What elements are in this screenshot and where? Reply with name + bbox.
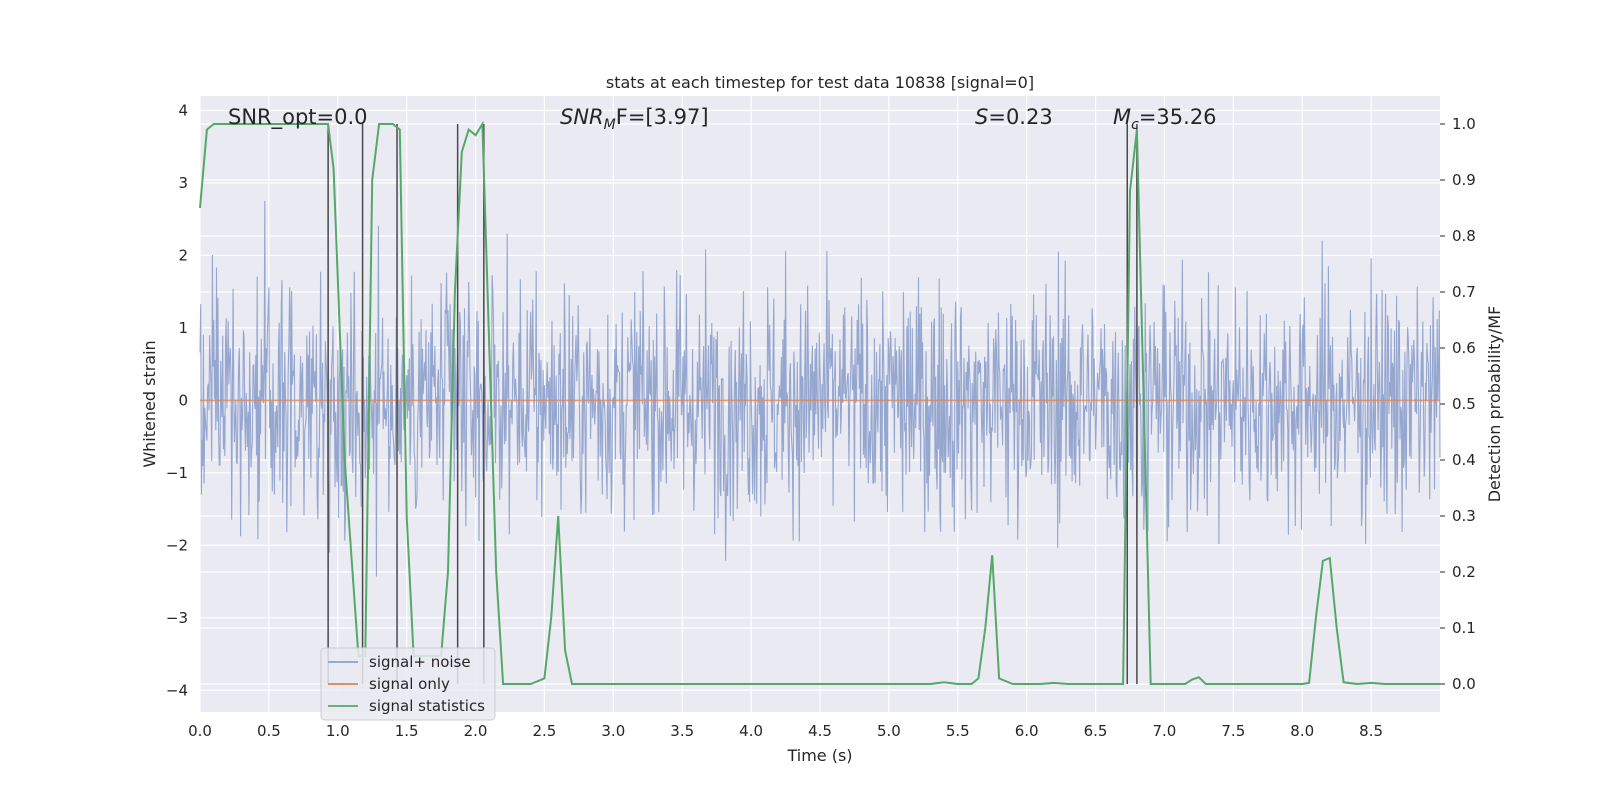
y2-tick-label: 0.3 <box>1452 507 1476 525</box>
annotation-snr-opt: SNR_opt=0.0 <box>228 105 368 130</box>
x-tick-label: 8.0 <box>1290 722 1314 740</box>
x-tick-label: 6.0 <box>1015 722 1039 740</box>
annotation-mc-rest: =35.26 <box>1139 105 1217 129</box>
x-tick-label: 0.5 <box>257 722 281 740</box>
y2-tick-label: 0.7 <box>1452 283 1476 301</box>
annotation-mc: Mc=35.26 <box>1113 105 1217 133</box>
x-tick-label: 4.0 <box>739 722 763 740</box>
legend-label-signal-noise: signal+ noise <box>369 653 471 671</box>
x-axis-label: Time (s) <box>786 746 852 765</box>
signal-noise-series <box>199 200 1441 584</box>
y-tick-label: −4 <box>166 681 188 699</box>
x-axis-ticks: 0.0 0.5 1.0 1.5 2.0 2.5 3.0 3.5 4.0 4.5 5.0 5.5 6.0 6… <box>188 722 1383 740</box>
legend-label-signal-only: signal only <box>369 675 450 693</box>
x-tick-label: 5.0 <box>877 722 901 740</box>
y2-tick-label: 0.2 <box>1452 563 1476 581</box>
y2-tick-label: 0.0 <box>1452 675 1476 693</box>
annotation-mc-main: M <box>1113 105 1131 129</box>
x-tick-label: 3.5 <box>670 722 694 740</box>
y-tick-label: 4 <box>178 101 188 119</box>
chart-title: stats at each timestep for test data 108… <box>606 73 1034 92</box>
y-tick-label: −2 <box>166 536 188 554</box>
y2-axis-ticks: 1.0 0.9 0.8 0.7 0.6 0.5 0.4 0.3 0.2 0.1 0.0 <box>1440 115 1476 693</box>
y2-tick-label: 0.9 <box>1452 171 1476 189</box>
annotation-snr-mf-main: SNR <box>560 105 604 129</box>
x-tick-label: 1.5 <box>395 722 419 740</box>
y-axis-ticks: 4 3 2 1 0 −1 −2 −3 −4 <box>166 101 188 699</box>
y-tick-label: −1 <box>166 464 188 482</box>
y-tick-label: 0 <box>178 391 188 409</box>
x-tick-label: 5.5 <box>946 722 970 740</box>
signal-statistics-line <box>199 120 1440 686</box>
x-tick-label: 3.0 <box>601 722 625 740</box>
legend-box <box>320 647 496 721</box>
y2-tick-label: 0.8 <box>1452 227 1476 245</box>
y-tick-label: −3 <box>166 609 188 627</box>
y2-tick-label: 0.4 <box>1452 451 1476 469</box>
x-tick-label: 8.5 <box>1359 722 1383 740</box>
y-tick-label: 1 <box>178 319 188 337</box>
y-tick-label: 2 <box>178 246 188 264</box>
annotation-snr-mf-rest: F=[3.97] <box>616 105 709 129</box>
x-tick-label: 2.0 <box>464 722 488 740</box>
x-tick-label: 6.5 <box>1084 722 1108 740</box>
x-tick-label: 1.0 <box>326 722 350 740</box>
annotation-snr-mf: SNRMF=[3.97] <box>560 105 709 133</box>
annotation-snr-mf-sub: M <box>604 117 616 133</box>
x-tick-label: 0.0 <box>188 722 212 740</box>
y2-tick-label: 0.6 <box>1452 339 1476 357</box>
legend: signal+ noise signal only signal statist… <box>320 647 496 721</box>
annotation-s-rest: =0.23 <box>988 105 1052 129</box>
annotation-s-main: S <box>975 105 988 129</box>
annotation-s: S=0.23 <box>975 105 1053 129</box>
y2-axis-label: Detection probability/MF <box>1485 306 1504 503</box>
x-tick-label: 4.5 <box>808 722 832 740</box>
y2-tick-label: 1.0 <box>1452 115 1476 133</box>
annotation-mc-sub: c <box>1131 117 1139 133</box>
y2-tick-label: 0.5 <box>1452 395 1476 413</box>
x-tick-label: 7.5 <box>1221 722 1245 740</box>
signal-noise-line <box>199 200 1441 584</box>
x-tick-label: 2.5 <box>533 722 557 740</box>
x-tick-label: 7.0 <box>1153 722 1177 740</box>
signal-statistics-series <box>199 120 1440 686</box>
y-axis-label: Whitened strain <box>140 340 159 467</box>
y2-tick-label: 0.1 <box>1452 619 1476 637</box>
y-tick-label: 3 <box>178 174 188 192</box>
legend-label-signal-statistics: signal statistics <box>369 697 485 715</box>
